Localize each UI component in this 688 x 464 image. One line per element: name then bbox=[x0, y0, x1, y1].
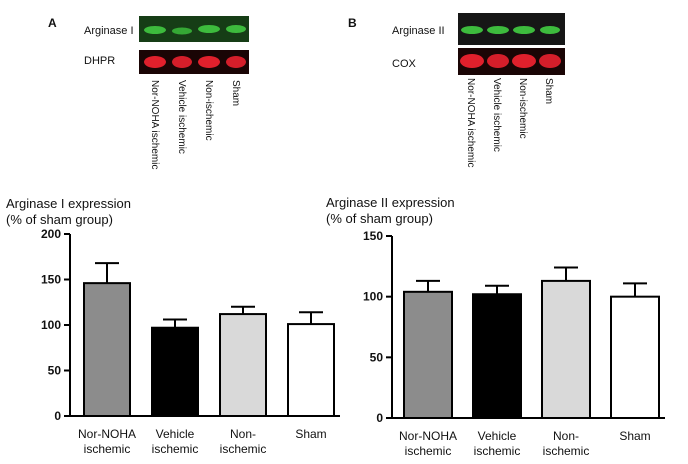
chart-b-bar-0 bbox=[403, 290, 453, 419]
western-blot-arginase-ii bbox=[458, 13, 565, 45]
chart-b-category-label-3-0: Sham bbox=[619, 429, 650, 443]
chart-b-ylabel-line-2: (% of sham group) bbox=[326, 211, 433, 226]
chart-a-bar-0 bbox=[83, 282, 131, 418]
chart-b-tick-label-1: 50 bbox=[370, 350, 384, 364]
chart-b-category-label-0-1: ischemic bbox=[405, 444, 452, 458]
chart-a-category-label-1-0: Vehicle bbox=[156, 427, 195, 441]
chart-a-category-label-2-1: ischemic bbox=[220, 442, 267, 456]
chart-a-category-label-1-1: ischemic bbox=[152, 442, 199, 456]
chart-b-tick-label-3: 150 bbox=[363, 229, 383, 243]
chart-b-ylabel-line-1: Arginase II expression bbox=[326, 195, 455, 210]
western-blot-cox bbox=[458, 48, 565, 75]
western-blot-dhpr bbox=[139, 50, 249, 74]
chart-a-tick-label-0: 0 bbox=[54, 409, 61, 423]
panel-letter-a: A bbox=[48, 16, 57, 30]
chart-a-ylabel-line-2: (% of sham group) bbox=[6, 212, 113, 227]
chart-b-category-label-0-0: Nor-NOHA bbox=[399, 429, 457, 443]
chart-a-bar-1 bbox=[151, 326, 199, 418]
chart-a-tick-label-1: 50 bbox=[48, 364, 62, 378]
chart-b-bar-3 bbox=[610, 295, 660, 419]
chart-b-ylabel: Arginase II expression (% of sham group) bbox=[326, 195, 455, 227]
chart-a-tick-label-2: 100 bbox=[41, 318, 61, 332]
chart-b-bar-2 bbox=[541, 279, 591, 420]
blot-label-dhpr: DHPR bbox=[84, 55, 116, 67]
chart-a-ylabel-line-1: Arginase I expression bbox=[6, 196, 132, 211]
chart-a-category-label-0-0: Nor-NOHA bbox=[78, 427, 136, 441]
chart-a-category-label-3-0: Sham bbox=[295, 427, 326, 441]
blot-label-cox: COX bbox=[392, 58, 416, 70]
chart-a-tick-label-4: 200 bbox=[41, 227, 61, 241]
chart-b-tick-label-0: 0 bbox=[376, 411, 383, 425]
chart-b-tick-label-2: 100 bbox=[363, 290, 383, 304]
chart-b-category-label-1-0: Vehicle bbox=[478, 429, 517, 443]
panel-letter-b: B bbox=[348, 16, 357, 30]
chart-a-ylabel: Arginase I expression (% of sham group) bbox=[6, 196, 131, 228]
chart-a-category-label-0-1: ischemic bbox=[84, 442, 131, 456]
chart-b-category-label-2-1: ischemic bbox=[543, 444, 590, 458]
chart-a-tick-label-3: 150 bbox=[41, 273, 61, 287]
chart-a-bar-2 bbox=[219, 313, 267, 417]
chart-b-bar-1 bbox=[472, 293, 522, 419]
blot-label-arginase-i: Arginase I bbox=[84, 25, 134, 37]
blot-label-arginase-ii: Arginase II bbox=[392, 25, 445, 37]
chart-b-category-label-1-1: ischemic bbox=[474, 444, 521, 458]
chart-a-category-label-2-0: Non- bbox=[230, 427, 256, 441]
chart-b-category-label-2-0: Non- bbox=[553, 429, 579, 443]
western-blot-arginase-i bbox=[139, 16, 249, 42]
chart-a-bar-3 bbox=[287, 323, 335, 417]
